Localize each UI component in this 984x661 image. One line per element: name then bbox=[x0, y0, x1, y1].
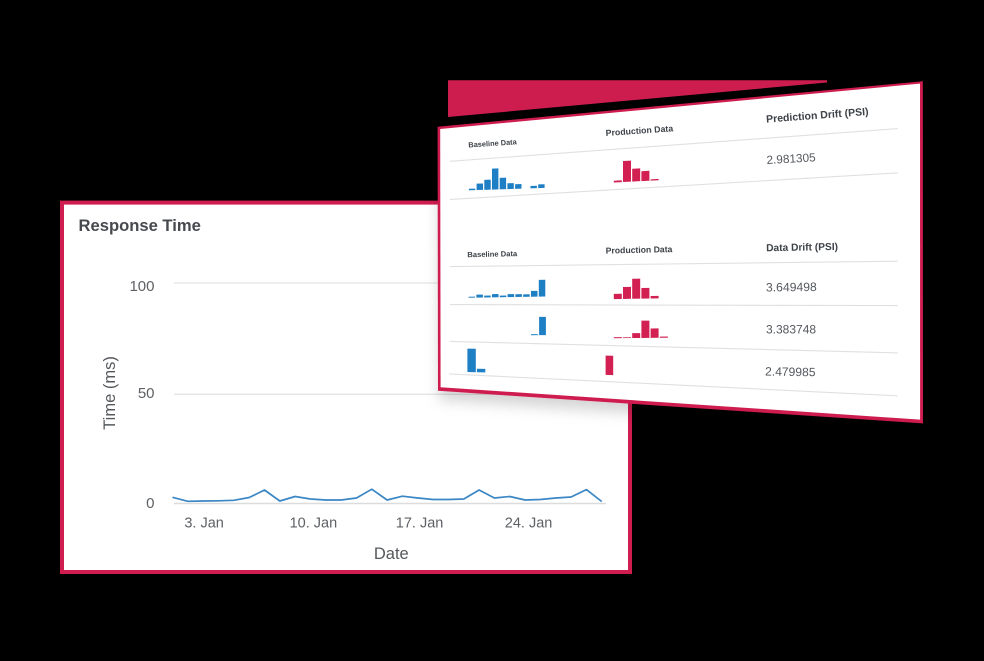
svg-text:3.383748: 3.383748 bbox=[766, 323, 816, 337]
svg-text:50: 50 bbox=[138, 385, 155, 402]
svg-text:Time (ms): Time (ms) bbox=[101, 356, 119, 430]
svg-text:3.649498: 3.649498 bbox=[766, 280, 817, 295]
svg-text:Production Data: Production Data bbox=[606, 244, 673, 256]
svg-text:0: 0 bbox=[146, 495, 154, 512]
svg-text:3. Jan: 3. Jan bbox=[184, 516, 224, 532]
svg-text:Data Drift (PSI): Data Drift (PSI) bbox=[766, 242, 838, 254]
svg-text:17. Jan: 17. Jan bbox=[396, 516, 444, 532]
svg-text:2.981305: 2.981305 bbox=[766, 150, 816, 167]
svg-text:10. Jan: 10. Jan bbox=[290, 516, 338, 532]
svg-text:Baseline Data: Baseline Data bbox=[467, 249, 518, 259]
svg-text:Production Data: Production Data bbox=[605, 123, 673, 138]
svg-text:Baseline Data: Baseline Data bbox=[468, 137, 518, 149]
svg-text:100: 100 bbox=[129, 278, 154, 295]
svg-text:24. Jan: 24. Jan bbox=[505, 516, 553, 532]
svg-text:Date: Date bbox=[374, 545, 409, 563]
svg-text:Response Time: Response Time bbox=[79, 216, 201, 235]
svg-text:2.479985: 2.479985 bbox=[765, 365, 816, 380]
